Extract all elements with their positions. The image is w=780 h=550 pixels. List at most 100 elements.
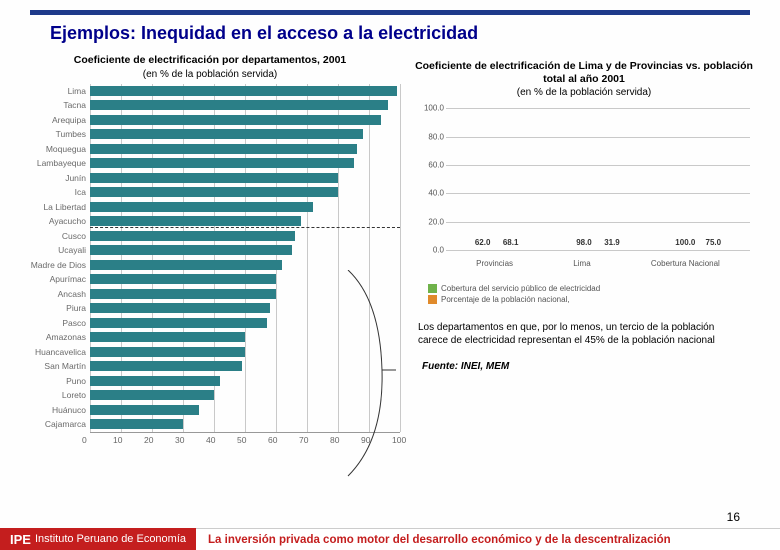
hbar-label: Pasco	[20, 318, 90, 328]
hbar	[90, 216, 301, 226]
top-rule	[30, 10, 750, 15]
hbar-row: Piura	[20, 301, 400, 316]
hbar	[90, 173, 338, 183]
footer-tagline: La inversión privada como motor del desa…	[196, 528, 780, 550]
page-title: Ejemplos: Inequidad en el acceso a la el…	[50, 23, 750, 44]
hbar	[90, 202, 313, 212]
hbar-row: Lambayeque	[20, 156, 400, 171]
hbar	[90, 347, 245, 357]
right-chart-panel: Coeficiente de electrificación de Lima y…	[408, 54, 760, 464]
left-chart-panel: Coeficiente de electrificación por depar…	[20, 54, 400, 464]
hbar-row: Ucayali	[20, 243, 400, 258]
hbar-label: Tacna	[20, 100, 90, 110]
vbar-xlabel: Lima	[573, 259, 590, 268]
hbar-row: Cusco	[20, 229, 400, 244]
hbar-row: Pasco	[20, 316, 400, 331]
hbar-label: Madre de Dios	[20, 260, 90, 270]
left-chart-subtitle: (en % de la población servida)	[20, 69, 400, 80]
hbar	[90, 376, 220, 386]
hbar-label: Huánuco	[20, 405, 90, 415]
hbar	[90, 245, 292, 255]
hbar-row: Huánuco	[20, 403, 400, 418]
vbar-value: 75.0	[700, 238, 726, 247]
x-tick: 20	[144, 435, 153, 445]
hbar-row: Tumbes	[20, 127, 400, 142]
x-tick: 100	[392, 435, 406, 445]
legend-row: Cobertura del servicio público de electr…	[428, 284, 750, 293]
hbar-label: Ancash	[20, 289, 90, 299]
hbar-row: Junín	[20, 171, 400, 186]
hbar-row: Cajamarca	[20, 417, 400, 432]
x-tick: 90	[361, 435, 370, 445]
footer-logo-text: Instituto Peruano de Economía	[35, 533, 186, 545]
right-chart-title: Coeficiente de electrificación de Lima y…	[408, 60, 760, 85]
hbar-row: Ica	[20, 185, 400, 200]
hbar-chart: LimaTacnaArequipaTumbesMoqueguaLambayequ…	[20, 84, 400, 464]
hbar-label: Lima	[20, 86, 90, 96]
hbar-label: Amazonas	[20, 332, 90, 342]
x-tick: 40	[206, 435, 215, 445]
vbar-value: 98.0	[571, 238, 597, 247]
hbar-row: Puno	[20, 374, 400, 389]
hbar	[90, 231, 295, 241]
vbar-value: 68.1	[498, 238, 524, 247]
vbar-chart: 0.020.040.060.080.0100.062.068.198.031.9…	[418, 108, 750, 268]
hbar-label: Huancavelica	[20, 347, 90, 357]
legend-row: Porcentaje de la población nacional,	[428, 295, 750, 304]
hbar-label: Moquegua	[20, 144, 90, 154]
hbar-label: Apurímac	[20, 274, 90, 284]
hbar	[90, 332, 245, 342]
hbar	[90, 158, 354, 168]
hbar-label: Junín	[20, 173, 90, 183]
hbar-label: Ucayali	[20, 245, 90, 255]
footer: IPE Instituto Peruano de Economía La inv…	[0, 528, 780, 550]
annotation-note: Los departamentos en que, por lo menos, …	[418, 322, 742, 347]
page-number: 16	[727, 510, 740, 524]
x-tick: 60	[268, 435, 277, 445]
hbar-row: Huancavelica	[20, 345, 400, 360]
right-chart-subtitle: (en % de la población servida)	[408, 87, 760, 98]
legend-swatch	[428, 295, 437, 304]
hbar	[90, 100, 388, 110]
hbar-label: Piura	[20, 303, 90, 313]
hbar-row: Loreto	[20, 388, 400, 403]
dashed-divider	[90, 227, 400, 228]
y-tick: 20.0	[418, 217, 444, 226]
hbar-row: Tacna	[20, 98, 400, 113]
y-tick: 100.0	[418, 104, 444, 113]
hbar	[90, 289, 276, 299]
hbar	[90, 318, 267, 328]
hbar-row: La Libertad	[20, 200, 400, 215]
footer-logo-prefix: IPE	[10, 532, 31, 547]
vbar-xlabel: Cobertura Nacional	[651, 259, 720, 268]
chart-row: Coeficiente de electrificación por depar…	[20, 54, 760, 464]
hbar-label: Ica	[20, 187, 90, 197]
x-tick: 50	[237, 435, 246, 445]
x-tick: 0	[82, 435, 87, 445]
hbar	[90, 144, 357, 154]
y-tick: 80.0	[418, 132, 444, 141]
vbar-value: 31.9	[599, 238, 625, 247]
hbar	[90, 419, 183, 429]
hbar-label: Puno	[20, 376, 90, 386]
hbar-row: Apurímac	[20, 272, 400, 287]
hbar-row: Lima	[20, 84, 400, 99]
source-label: Fuente: INEI, MEM	[422, 361, 760, 372]
footer-logo: IPE Instituto Peruano de Economía	[0, 528, 196, 550]
legend-label: Cobertura del servicio público de electr…	[441, 284, 600, 293]
hbar-label: San Martín	[20, 361, 90, 371]
hbar-label: La Libertad	[20, 202, 90, 212]
vbar-value: 62.0	[470, 238, 496, 247]
x-tick: 10	[113, 435, 122, 445]
legend-swatch	[428, 284, 437, 293]
x-tick: 70	[299, 435, 308, 445]
hbar	[90, 115, 381, 125]
hbar-label: Cajamarca	[20, 419, 90, 429]
x-tick: 80	[330, 435, 339, 445]
hbar-row: Moquegua	[20, 142, 400, 157]
left-chart-title: Coeficiente de electrificación por depar…	[20, 54, 400, 67]
legend-label: Porcentaje de la población nacional,	[441, 295, 570, 304]
y-tick: 0.0	[418, 246, 444, 255]
hbar	[90, 129, 363, 139]
vbar-legend: Cobertura del servicio público de electr…	[428, 284, 750, 304]
